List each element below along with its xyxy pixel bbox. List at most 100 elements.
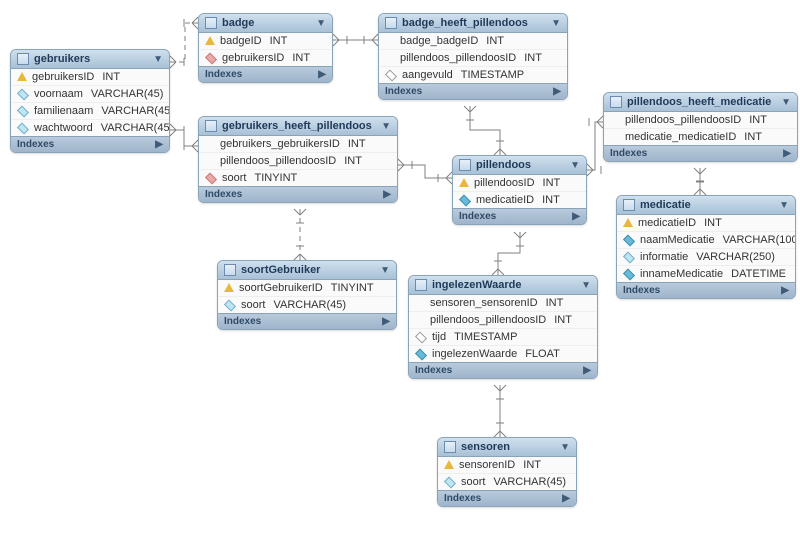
expand-icon[interactable]: ▶	[583, 365, 591, 376]
table-row[interactable]: medicatieIDINT	[453, 192, 586, 208]
table-columns: gebruikersIDINTvoornaamVARCHAR(45)famili…	[11, 69, 169, 136]
table-row[interactable]: sensoren_sensorenIDINT	[409, 295, 597, 312]
table-sensoren[interactable]: sensoren▼sensorenIDINTsoortVARCHAR(45)In…	[437, 437, 577, 507]
indexes-label: Indexes	[205, 69, 242, 80]
collapse-icon[interactable]: ▼	[153, 54, 163, 65]
table-row[interactable]: wachtwoordVARCHAR(45)	[11, 120, 169, 136]
expand-icon[interactable]: ▶	[382, 316, 390, 327]
table-row[interactable]: informatieVARCHAR(250)	[617, 249, 795, 266]
column-name: aangevuld	[402, 69, 453, 81]
table-row[interactable]: pillendoos_pillendoosIDINT	[379, 50, 567, 67]
table-header[interactable]: sensoren▼	[438, 438, 576, 457]
column-type: INT	[524, 52, 542, 64]
collapse-icon[interactable]: ▼	[570, 160, 580, 171]
table-pillendoos_heeft_medicatie[interactable]: pillendoos_heeft_medicatie▼pillendoos_pi…	[603, 92, 798, 162]
table-badge[interactable]: badge▼badgeIDINTgebruikersIDINTIndexes▶	[198, 13, 333, 83]
table-row[interactable]: gebruikersIDINT	[11, 69, 169, 86]
table-row[interactable]: innameMedicatieDATETIME	[617, 266, 795, 282]
table-header[interactable]: ingelezenWaarde▼	[409, 276, 597, 295]
indexes-section[interactable]: Indexes▶	[409, 362, 597, 378]
table-row[interactable]: tijdTIMESTAMP	[409, 329, 597, 346]
collapse-icon[interactable]: ▼	[581, 280, 591, 291]
collapse-icon[interactable]: ▼	[551, 18, 561, 29]
indexes-section[interactable]: Indexes▶	[199, 186, 397, 202]
column-name: pillendoos_pillendoosID	[430, 314, 546, 326]
column-name: medicatie_medicatieID	[625, 131, 736, 143]
table-gebruikers_heeft_pillendoos[interactable]: gebruikers_heeft_pillendoos▼gebruikers_g…	[198, 116, 398, 203]
table-row[interactable]: soortGebruikerIDTINYINT	[218, 280, 396, 297]
indexes-section[interactable]: Indexes▶	[379, 83, 567, 99]
table-row[interactable]: pillendoos_pillendoosIDINT	[409, 312, 597, 329]
expand-icon[interactable]: ▶	[383, 189, 391, 200]
table-row[interactable]: gebruikersIDINT	[199, 50, 332, 66]
indexes-section[interactable]: Indexes▶	[11, 136, 169, 152]
collapse-icon[interactable]: ▼	[560, 442, 570, 453]
table-row[interactable]: sensorenIDINT	[438, 457, 576, 474]
key-icon	[623, 218, 633, 227]
table-header[interactable]: gebruikers_heeft_pillendoos▼	[199, 117, 397, 136]
column-type: INT	[704, 217, 722, 229]
table-row[interactable]: pillendoos_pillendoosIDINT	[199, 153, 397, 170]
column-icon	[415, 348, 427, 360]
table-row[interactable]: soortVARCHAR(45)	[438, 474, 576, 490]
key-icon	[205, 36, 215, 45]
indexes-section[interactable]: Indexes▶	[617, 282, 795, 298]
collapse-icon[interactable]: ▼	[380, 265, 390, 276]
table-row[interactable]: familienaam VARCHAR(45)	[11, 103, 169, 120]
table-row[interactable]: ingelezenWaardeFLOAT	[409, 346, 597, 362]
table-row[interactable]: gebruikers_gebruikersIDINT	[199, 136, 397, 153]
table-row[interactable]: medicatieIDINT	[617, 215, 795, 232]
expand-icon[interactable]: ▶	[562, 493, 570, 504]
table-row[interactable]: badgeIDINT	[199, 33, 332, 50]
expand-icon[interactable]: ▶	[155, 139, 163, 150]
table-soortGebruiker[interactable]: soortGebruiker▼soortGebruikerIDTINYINTso…	[217, 260, 397, 330]
expand-icon[interactable]: ▶	[318, 69, 326, 80]
table-header[interactable]: badge▼	[199, 14, 332, 33]
column-name: familienaam	[34, 105, 93, 117]
table-gebruikers[interactable]: gebruikers▼gebruikersIDINTvoornaamVARCHA…	[10, 49, 170, 153]
table-row[interactable]: naamMedicatieVARCHAR(100)	[617, 232, 795, 249]
table-row[interactable]: medicatie_medicatieIDINT	[604, 129, 797, 145]
column-name: soort	[222, 172, 246, 184]
table-badge_heeft_pillendoos[interactable]: badge_heeft_pillendoos▼badge_badgeIDINTp…	[378, 13, 568, 100]
table-medicatie[interactable]: medicatie ▼ medicatieIDINTnaamMedicatieVAR…	[616, 195, 796, 299]
table-ingelezenWaarde[interactable]: ingelezenWaarde▼sensoren_sensorenIDINTpi…	[408, 275, 598, 379]
collapse-icon[interactable]: ▼	[316, 18, 326, 29]
table-row[interactable]: pillendoos_pillendoosIDINT	[604, 112, 797, 129]
table-row[interactable]: soortVARCHAR(45)	[218, 297, 396, 313]
collapse-icon[interactable]: ▼	[781, 97, 791, 108]
column-type: VARCHAR(45)	[101, 105, 170, 117]
indexes-section[interactable]: Indexes▶	[438, 490, 576, 506]
table-header[interactable]: gebruikers▼	[11, 50, 169, 69]
column-icon	[17, 122, 29, 134]
indexes-section[interactable]: Indexes▶	[453, 208, 586, 224]
column-name: badgeID	[220, 35, 262, 47]
collapse-icon[interactable]: ▼	[381, 121, 391, 132]
table-row[interactable]: aangevuldTIMESTAMP	[379, 67, 567, 83]
expand-icon[interactable]: ▶	[553, 86, 561, 97]
expand-icon[interactable]: ▶	[572, 211, 580, 222]
table-row[interactable]: pillendoosIDINT	[453, 175, 586, 192]
expand-icon[interactable]: ▶	[783, 148, 791, 159]
expand-icon[interactable]: ▶	[781, 285, 789, 296]
indexes-section[interactable]: Indexes ▶	[199, 66, 332, 82]
key-icon	[17, 72, 27, 81]
table-icon	[623, 199, 635, 211]
table-icon	[415, 279, 427, 291]
table-header[interactable]: soortGebruiker▼	[218, 261, 396, 280]
table-row[interactable]: badge_badgeIDINT	[379, 33, 567, 50]
table-row[interactable]: voornaamVARCHAR(45)	[11, 86, 169, 103]
indexes-section[interactable]: Indexes▶	[218, 313, 396, 329]
table-pillendoos[interactable]: pillendoos▼pillendoosIDINTmedicatieIDINT…	[452, 155, 587, 225]
table-row[interactable]: soortTINYINT	[199, 170, 397, 186]
column-icon	[205, 139, 215, 149]
table-header[interactable]: pillendoos_heeft_medicatie▼	[604, 93, 797, 112]
table-header[interactable]: badge_heeft_pillendoos▼	[379, 14, 567, 33]
table-title: medicatie	[640, 199, 691, 211]
column-name: pillendoosID	[474, 177, 535, 189]
table-header[interactable]: medicatie ▼	[617, 196, 795, 215]
collapse-icon[interactable]: ▼	[779, 200, 789, 211]
column-type: INT	[292, 52, 310, 64]
table-header[interactable]: pillendoos▼	[453, 156, 586, 175]
indexes-section[interactable]: Indexes▶	[604, 145, 797, 161]
